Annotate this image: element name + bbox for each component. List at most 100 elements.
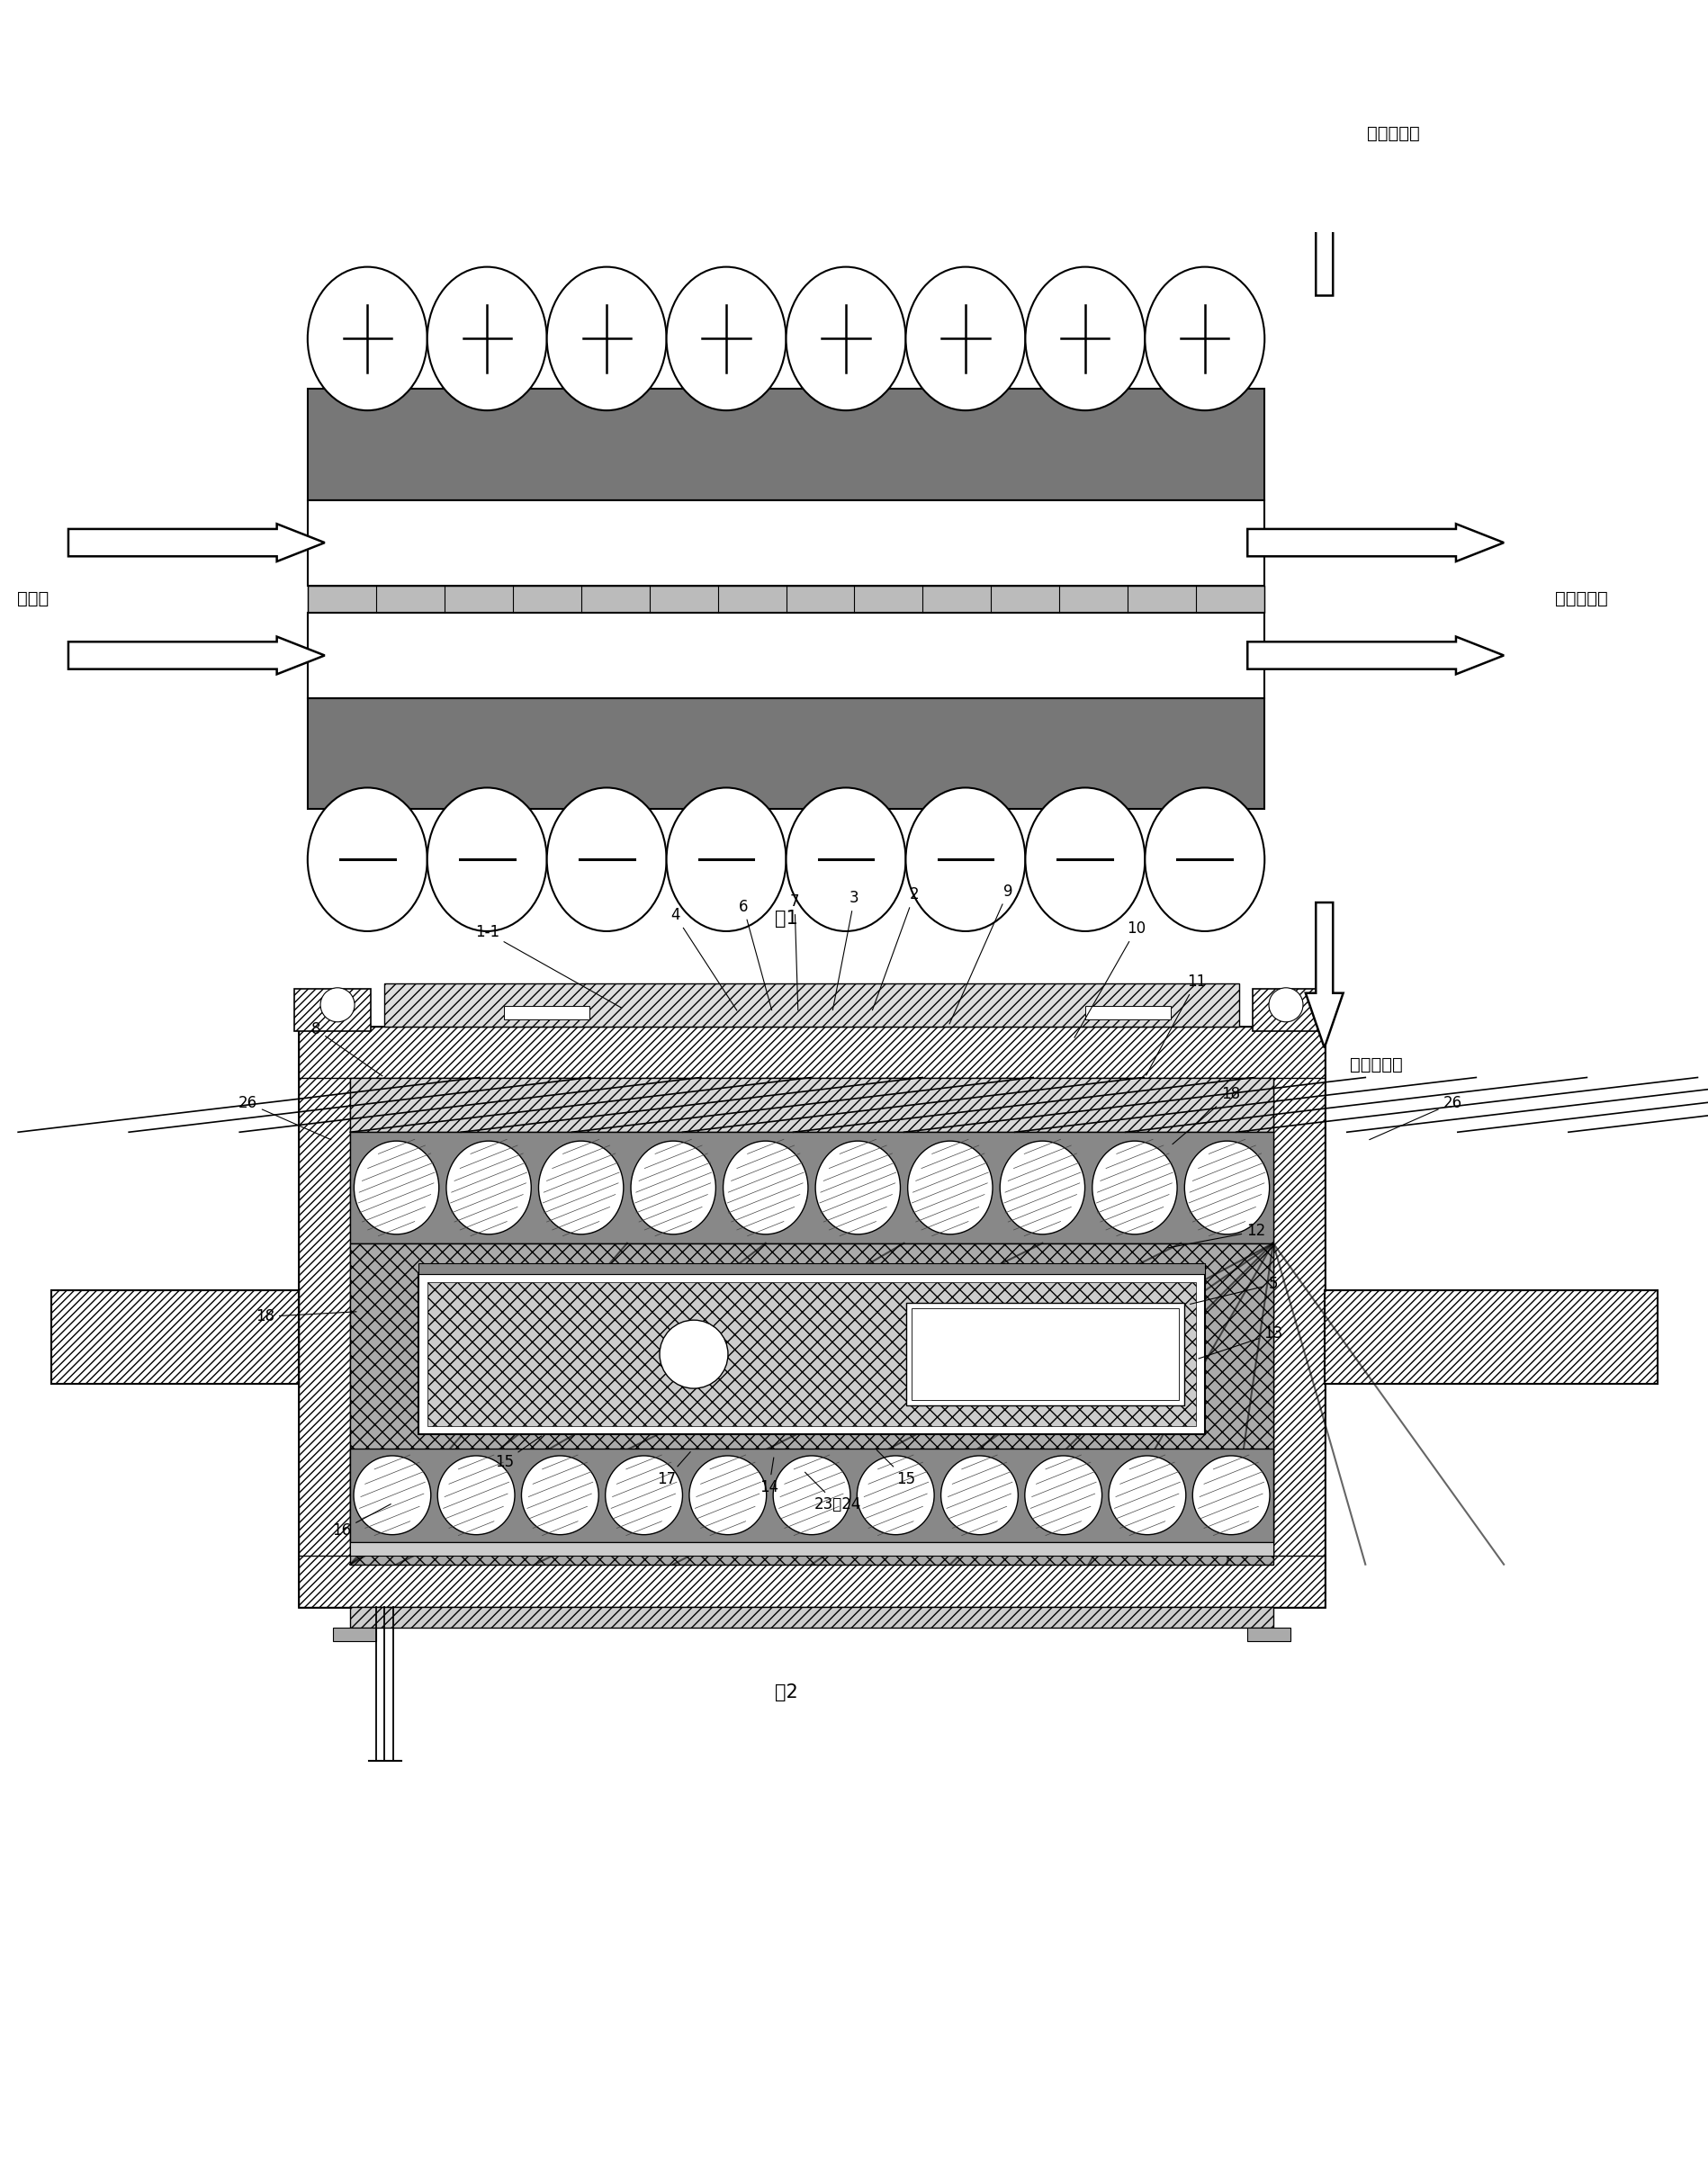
Ellipse shape	[354, 1140, 439, 1234]
Ellipse shape	[1184, 1140, 1269, 1234]
Circle shape	[319, 988, 355, 1023]
Ellipse shape	[354, 1455, 430, 1536]
Ellipse shape	[1108, 1455, 1185, 1536]
Bar	[1324, 1290, 1657, 1384]
Text: 18: 18	[1172, 1086, 1240, 1145]
Bar	[307, 500, 1264, 586]
Bar	[1252, 988, 1329, 1032]
Text: 垂直输出光: 垂直输出光	[1349, 1056, 1402, 1073]
Polygon shape	[1305, 150, 1342, 295]
Ellipse shape	[786, 267, 905, 411]
Ellipse shape	[722, 1140, 808, 1234]
Bar	[350, 1542, 1272, 1555]
Bar	[1272, 1025, 1324, 1607]
Ellipse shape	[446, 1140, 531, 1234]
Text: 图1: 图1	[774, 910, 798, 927]
Ellipse shape	[427, 788, 547, 932]
Bar	[905, 1303, 1184, 1405]
Bar	[350, 1449, 1272, 1542]
Text: 8: 8	[311, 1021, 383, 1075]
Bar	[307, 586, 1264, 613]
Text: 1-1: 1-1	[475, 923, 622, 1008]
Text: 13: 13	[1197, 1325, 1283, 1360]
Ellipse shape	[1144, 788, 1264, 932]
Ellipse shape	[1025, 1455, 1102, 1536]
Text: 垂直输出光: 垂直输出光	[1366, 124, 1419, 141]
Text: 17: 17	[656, 1451, 690, 1488]
Text: 4: 4	[670, 908, 736, 1010]
Text: 15: 15	[494, 1436, 541, 1470]
Circle shape	[659, 1321, 728, 1388]
Ellipse shape	[547, 788, 666, 932]
Bar	[299, 1025, 1324, 1077]
Ellipse shape	[666, 788, 786, 932]
Ellipse shape	[772, 1455, 851, 1536]
Bar	[350, 1077, 1272, 1132]
Polygon shape	[68, 523, 325, 560]
Polygon shape	[68, 636, 325, 673]
Ellipse shape	[521, 1455, 598, 1536]
Polygon shape	[1247, 523, 1503, 560]
Ellipse shape	[1091, 1140, 1177, 1234]
Ellipse shape	[857, 1455, 934, 1536]
Ellipse shape	[1192, 1455, 1269, 1536]
Ellipse shape	[786, 788, 905, 932]
Text: 7: 7	[789, 893, 799, 1010]
Ellipse shape	[1025, 267, 1144, 411]
Bar	[1085, 1006, 1170, 1019]
Bar	[384, 984, 1238, 1025]
Ellipse shape	[815, 1140, 900, 1234]
Ellipse shape	[666, 267, 786, 411]
Text: 15: 15	[876, 1451, 915, 1488]
Bar	[307, 389, 1264, 500]
Ellipse shape	[547, 267, 666, 411]
Text: 26: 26	[237, 1095, 331, 1140]
Text: 23、24: 23、24	[804, 1473, 861, 1512]
Bar	[427, 1281, 1196, 1427]
Bar	[333, 1627, 376, 1642]
Text: 9: 9	[950, 884, 1013, 1023]
Text: 输入光: 输入光	[17, 591, 50, 608]
Text: 14: 14	[758, 1457, 779, 1497]
Polygon shape	[1247, 636, 1503, 673]
Bar	[299, 1025, 1324, 1607]
Text: 10: 10	[1074, 921, 1146, 1038]
Bar	[1247, 1627, 1290, 1642]
Text: 2: 2	[871, 886, 919, 1010]
Ellipse shape	[905, 788, 1025, 932]
Circle shape	[1267, 988, 1303, 1023]
Text: 5: 5	[1189, 1277, 1278, 1303]
Ellipse shape	[1025, 788, 1144, 932]
Text: 图2: 图2	[774, 1683, 798, 1701]
Ellipse shape	[307, 788, 427, 932]
Bar	[350, 1607, 1272, 1627]
Bar	[307, 613, 1264, 697]
Text: 6: 6	[738, 899, 772, 1010]
Ellipse shape	[437, 1455, 514, 1536]
Bar	[51, 1290, 299, 1384]
Bar	[418, 1275, 1204, 1434]
Ellipse shape	[427, 267, 547, 411]
Bar	[294, 988, 371, 1032]
Bar	[350, 1132, 1272, 1242]
Ellipse shape	[688, 1455, 765, 1536]
Ellipse shape	[907, 1140, 992, 1234]
Ellipse shape	[941, 1455, 1018, 1536]
Text: 18: 18	[254, 1308, 357, 1325]
Bar	[307, 697, 1264, 810]
Ellipse shape	[905, 267, 1025, 411]
Text: 12: 12	[1167, 1223, 1266, 1249]
Ellipse shape	[1144, 267, 1264, 411]
Ellipse shape	[538, 1140, 623, 1234]
Text: 11: 11	[1146, 973, 1206, 1075]
Ellipse shape	[605, 1455, 681, 1536]
Bar	[418, 1264, 1204, 1275]
Bar	[350, 1242, 1272, 1564]
Bar	[910, 1308, 1179, 1401]
Bar	[504, 1006, 589, 1019]
Text: 16: 16	[331, 1503, 391, 1538]
Ellipse shape	[999, 1140, 1085, 1234]
Ellipse shape	[630, 1140, 716, 1234]
Text: 3: 3	[832, 891, 859, 1010]
Bar	[299, 1025, 350, 1607]
